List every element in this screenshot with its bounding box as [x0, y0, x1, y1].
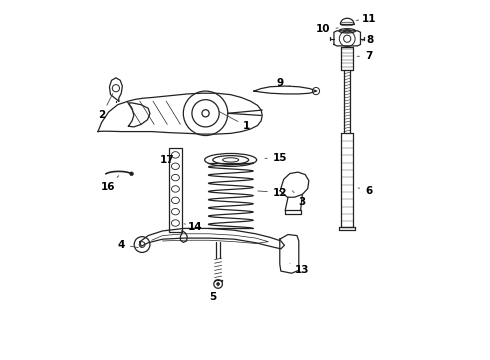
Text: 9: 9: [276, 78, 293, 88]
Text: 1: 1: [219, 111, 250, 131]
Text: 5: 5: [209, 285, 219, 302]
Text: 13: 13: [290, 263, 310, 275]
Text: 15: 15: [265, 153, 288, 163]
Text: 17: 17: [160, 155, 175, 165]
Text: 6: 6: [358, 186, 372, 196]
Text: 8: 8: [362, 35, 373, 45]
Text: 14: 14: [184, 222, 203, 232]
Circle shape: [217, 283, 220, 285]
Text: 12: 12: [258, 188, 288, 198]
Text: 10: 10: [316, 24, 338, 35]
Text: 7: 7: [357, 51, 372, 61]
Circle shape: [130, 172, 133, 176]
Text: 2: 2: [98, 94, 113, 121]
Text: 16: 16: [101, 176, 119, 192]
Text: 3: 3: [293, 191, 306, 207]
Text: 4: 4: [118, 239, 138, 249]
Text: 11: 11: [356, 14, 376, 24]
